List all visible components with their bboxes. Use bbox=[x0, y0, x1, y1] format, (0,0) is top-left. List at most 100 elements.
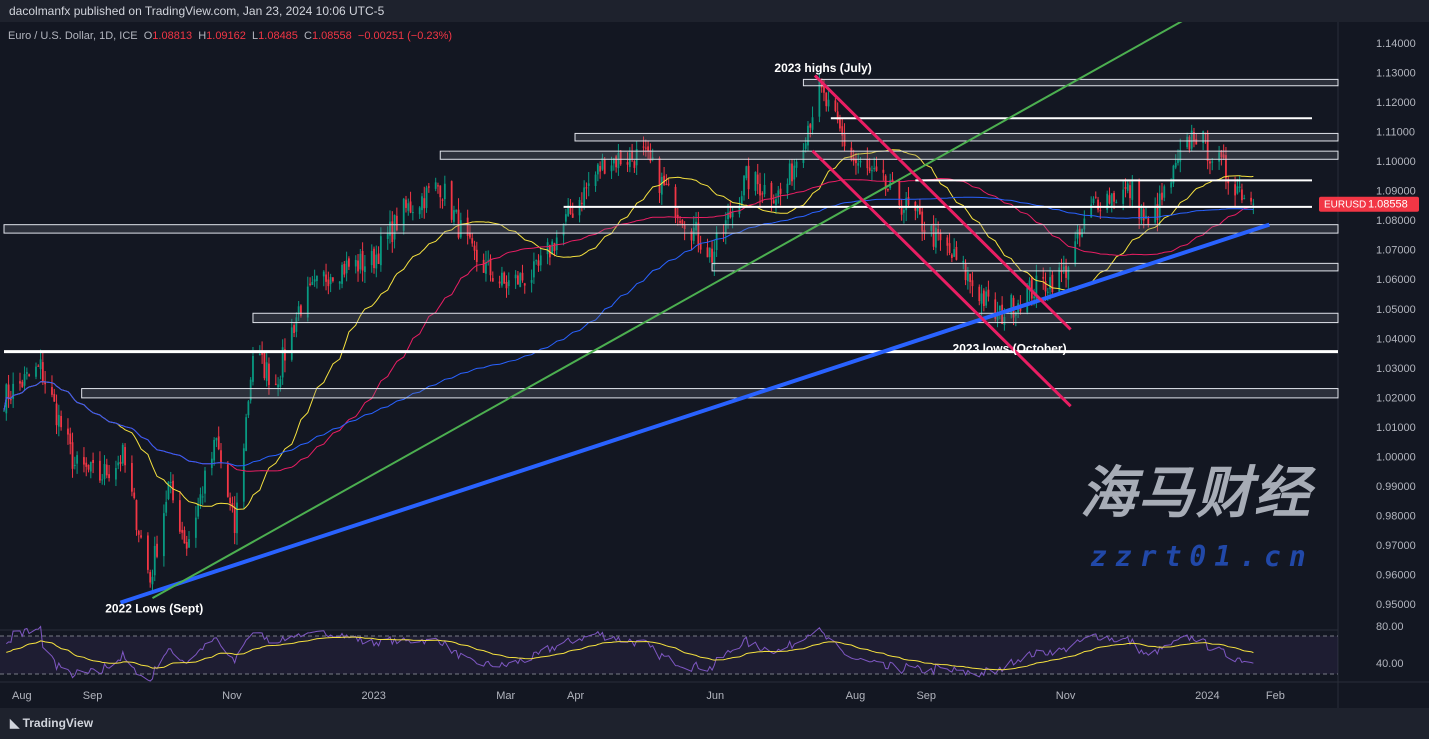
candle-body bbox=[204, 470, 206, 494]
candle-body bbox=[1161, 192, 1163, 200]
candle-body bbox=[261, 352, 264, 355]
candle-body bbox=[1108, 195, 1111, 204]
candle-body bbox=[649, 150, 652, 162]
candle-body bbox=[23, 374, 26, 386]
candle-body bbox=[1179, 149, 1182, 162]
candle-body bbox=[3, 410, 5, 412]
annotation-label: 2022 Lows (Sept) bbox=[105, 601, 203, 615]
candle-body bbox=[932, 223, 935, 247]
candle-body bbox=[172, 480, 174, 501]
candle-body bbox=[226, 464, 229, 497]
candle-body bbox=[1097, 199, 1099, 210]
candle-body bbox=[706, 247, 709, 258]
candle-body bbox=[421, 196, 423, 211]
time-tick-label: Nov bbox=[222, 690, 242, 702]
candle-body bbox=[519, 273, 522, 287]
candle-body bbox=[1099, 210, 1102, 212]
candle-body bbox=[651, 157, 654, 159]
close-label: C bbox=[304, 30, 312, 42]
candle-body bbox=[281, 347, 284, 378]
open-label: O bbox=[143, 30, 153, 42]
candle-body bbox=[459, 220, 462, 238]
tradingview-logo[interactable]: ◣ TradingView bbox=[10, 716, 94, 730]
candle-body bbox=[884, 175, 887, 190]
candle-body bbox=[252, 355, 254, 382]
candle-body bbox=[791, 163, 793, 182]
candle-body bbox=[245, 417, 248, 451]
trendline bbox=[811, 149, 1072, 408]
candle-body bbox=[642, 146, 645, 148]
candle-body bbox=[891, 179, 894, 182]
candle-body bbox=[996, 312, 999, 321]
candle-body bbox=[407, 203, 410, 211]
candle-body bbox=[779, 188, 782, 194]
candle-body bbox=[683, 224, 686, 229]
candle-body bbox=[1035, 275, 1038, 299]
candle-body bbox=[485, 262, 487, 274]
candle-body bbox=[498, 281, 501, 284]
candle-body bbox=[1090, 204, 1093, 218]
candle-body bbox=[1209, 161, 1211, 164]
candle-body bbox=[370, 251, 373, 266]
candle-body bbox=[258, 354, 261, 356]
candle-body bbox=[825, 92, 828, 107]
candle-body bbox=[533, 261, 535, 278]
candle-body bbox=[1124, 187, 1127, 189]
candle-body bbox=[850, 147, 853, 159]
candle-body bbox=[213, 439, 216, 461]
candle-body bbox=[1058, 267, 1061, 295]
candle-body bbox=[279, 379, 282, 387]
candle-body bbox=[903, 209, 905, 213]
candle-body bbox=[466, 217, 469, 236]
candle-body bbox=[306, 286, 309, 318]
footer: ◣ TradingView bbox=[0, 708, 1429, 739]
candle-body bbox=[763, 184, 766, 195]
candle-body bbox=[962, 260, 965, 263]
candle-body bbox=[423, 198, 426, 209]
price-chart[interactable]: 1.14000 1.13000 1.12000 1.11000 1.10000 1.090… bbox=[0, 22, 1429, 708]
candle-body bbox=[115, 467, 117, 480]
price-tick-label: 1.07000 bbox=[1376, 245, 1416, 257]
candle-body bbox=[55, 403, 58, 426]
candle-body bbox=[985, 291, 988, 306]
price-tick-label: 1.11000 bbox=[1376, 127, 1415, 139]
candle-body bbox=[325, 274, 327, 282]
candle-body bbox=[857, 163, 860, 166]
candle-body bbox=[1188, 136, 1191, 150]
candle-body bbox=[839, 117, 841, 129]
candle-body bbox=[373, 248, 375, 269]
candle-body bbox=[740, 196, 743, 206]
candle-body bbox=[731, 211, 734, 218]
price-tick-label: 1.13000 bbox=[1376, 68, 1416, 80]
candle-body bbox=[469, 233, 471, 238]
candle-body bbox=[274, 383, 277, 386]
candle-body bbox=[117, 462, 120, 466]
candle-body bbox=[692, 227, 695, 241]
candle-body bbox=[393, 215, 396, 240]
candle-body bbox=[1092, 198, 1095, 203]
annotation-label: 2023 lows (October) bbox=[953, 342, 1067, 356]
candle-body bbox=[978, 286, 981, 301]
candle-body bbox=[521, 272, 524, 281]
candle-body bbox=[242, 448, 245, 502]
candle-body bbox=[1115, 201, 1118, 203]
candle-body bbox=[937, 229, 940, 234]
candle-body bbox=[268, 363, 270, 385]
moving-average-50 bbox=[3, 149, 1254, 510]
candle-body bbox=[236, 502, 238, 534]
price-tick-label: 1.09000 bbox=[1376, 186, 1416, 198]
candle-body bbox=[389, 221, 391, 236]
rsi-line bbox=[5, 625, 1254, 682]
candle-body bbox=[1250, 197, 1252, 202]
candle-body bbox=[92, 460, 94, 464]
tradingview-logo-text: TradingView bbox=[22, 716, 94, 730]
candle-body bbox=[1046, 291, 1049, 293]
candle-body bbox=[439, 185, 442, 198]
candle-body bbox=[290, 327, 293, 360]
candle-body bbox=[265, 362, 268, 381]
candle-body bbox=[802, 149, 805, 164]
candle-body bbox=[39, 359, 42, 370]
price-tag-symbol: EURUSD bbox=[1324, 200, 1366, 211]
candle-body bbox=[9, 399, 12, 401]
candle-body bbox=[982, 290, 985, 307]
